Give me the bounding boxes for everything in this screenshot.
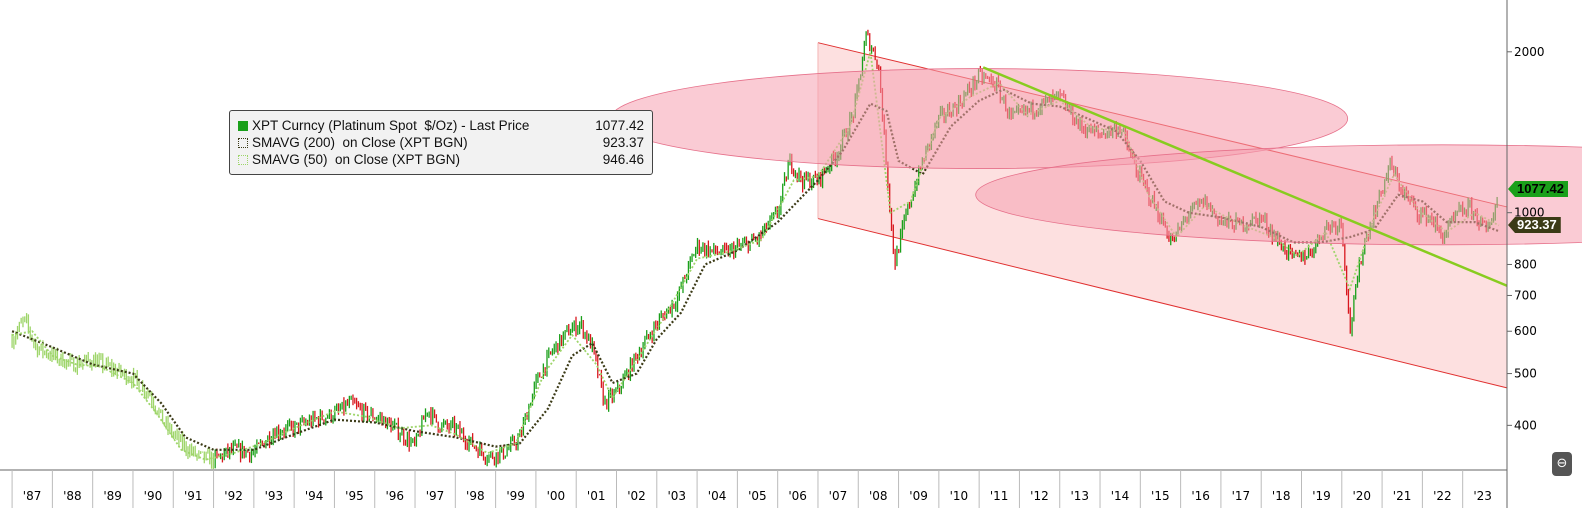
- x-tick-label: '13: [1070, 489, 1089, 503]
- x-tick-label: '19: [1312, 489, 1331, 503]
- x-tick-label: '00: [547, 489, 566, 503]
- x-tick-label: '11: [990, 489, 1009, 503]
- x-tick-label: '14: [1111, 489, 1130, 503]
- x-tick-label: '90: [144, 489, 163, 503]
- axes-layer: 400 500 600 700 800 1000 2000 '87 '88 '89 '90 '91 '9…: [0, 0, 1545, 508]
- legend-row-sma50: SMAVG (50) on Close (XPT BGN) 946.46: [238, 151, 644, 168]
- last-price-tag: 1077.42: [1508, 181, 1568, 197]
- y-tick-label: 800: [1514, 257, 1537, 271]
- x-tick-label: '10: [950, 489, 969, 503]
- x-tick-label: '89: [103, 489, 122, 503]
- legend-swatch-price: [238, 120, 248, 131]
- x-tick-label: '21: [1393, 489, 1412, 503]
- legend-value: 1077.42: [595, 118, 644, 133]
- x-tick-label: '91: [184, 489, 203, 503]
- x-tick-label: '01: [587, 489, 606, 503]
- x-tick-label: '95: [345, 489, 364, 503]
- legend-swatch-sma50: [238, 154, 248, 165]
- legend-label: SMAVG (50) on Close (XPT BGN): [252, 152, 461, 167]
- x-tick-label: '20: [1353, 489, 1372, 503]
- series-layer: [11, 29, 1500, 470]
- x-tick-label: '09: [909, 489, 928, 503]
- x-tick-label: '06: [788, 489, 807, 503]
- legend-swatch-sma200: [238, 137, 248, 148]
- x-tick-label: '93: [265, 489, 284, 503]
- trendline: [982, 66, 1508, 287]
- x-tick-label: '07: [829, 489, 848, 503]
- x-tick-label: '08: [869, 489, 888, 503]
- overlay-layer: [610, 66, 1582, 287]
- x-tick-label: '22: [1433, 489, 1452, 503]
- y-tick-label: 600: [1514, 324, 1537, 338]
- legend-value: 923.37: [602, 135, 644, 150]
- x-tick-label: '16: [1191, 489, 1210, 503]
- collapse-panel-button[interactable]: ⊖: [1552, 452, 1572, 476]
- y-tick-label: 400: [1514, 418, 1537, 432]
- x-tick-label: '03: [668, 489, 687, 503]
- legend-label: SMAVG (200) on Close (XPT BGN): [252, 135, 468, 150]
- x-tick-label: '98: [466, 489, 485, 503]
- x-tick-label: '02: [627, 489, 646, 503]
- legend-row-price: XPT Curncy (Platinum Spot $/Oz) - Last P…: [238, 117, 644, 134]
- x-tick-label: '04: [708, 489, 727, 503]
- x-tick-label: '94: [305, 489, 324, 503]
- highlight-ellipse-2022: [975, 144, 1582, 246]
- y-tick-label: 1000: [1514, 206, 1545, 220]
- x-tick-label: '15: [1151, 489, 1170, 503]
- chart-legend: XPT Curncy (Platinum Spot $/Oz) - Last P…: [229, 110, 653, 175]
- y-tick-label: 700: [1514, 288, 1537, 302]
- y-tick-label: 2000: [1514, 45, 1545, 59]
- channel-lower-line: [817, 218, 1508, 389]
- x-tick-label: '23: [1473, 489, 1492, 503]
- legend-row-sma200: SMAVG (200) on Close (XPT BGN) 923.37: [238, 134, 644, 151]
- x-tick-label: '88: [63, 489, 82, 503]
- x-tick-label: '96: [385, 489, 404, 503]
- x-tick-label: '05: [748, 489, 767, 503]
- legend-label: XPT Curncy (Platinum Spot $/Oz) - Last P…: [252, 118, 530, 133]
- x-tick-label: '92: [224, 489, 243, 503]
- x-tick-label: '99: [506, 489, 525, 503]
- x-tick-label: '12: [1030, 489, 1049, 503]
- x-tick-label: '17: [1232, 489, 1251, 503]
- x-tick-label: '87: [23, 489, 42, 503]
- x-tick-label: '97: [426, 489, 445, 503]
- x-tick-label: '18: [1272, 489, 1291, 503]
- y-tick-label: 500: [1514, 367, 1537, 381]
- sma200-tag: 923.37: [1508, 217, 1561, 233]
- legend-value: 946.46: [602, 152, 644, 167]
